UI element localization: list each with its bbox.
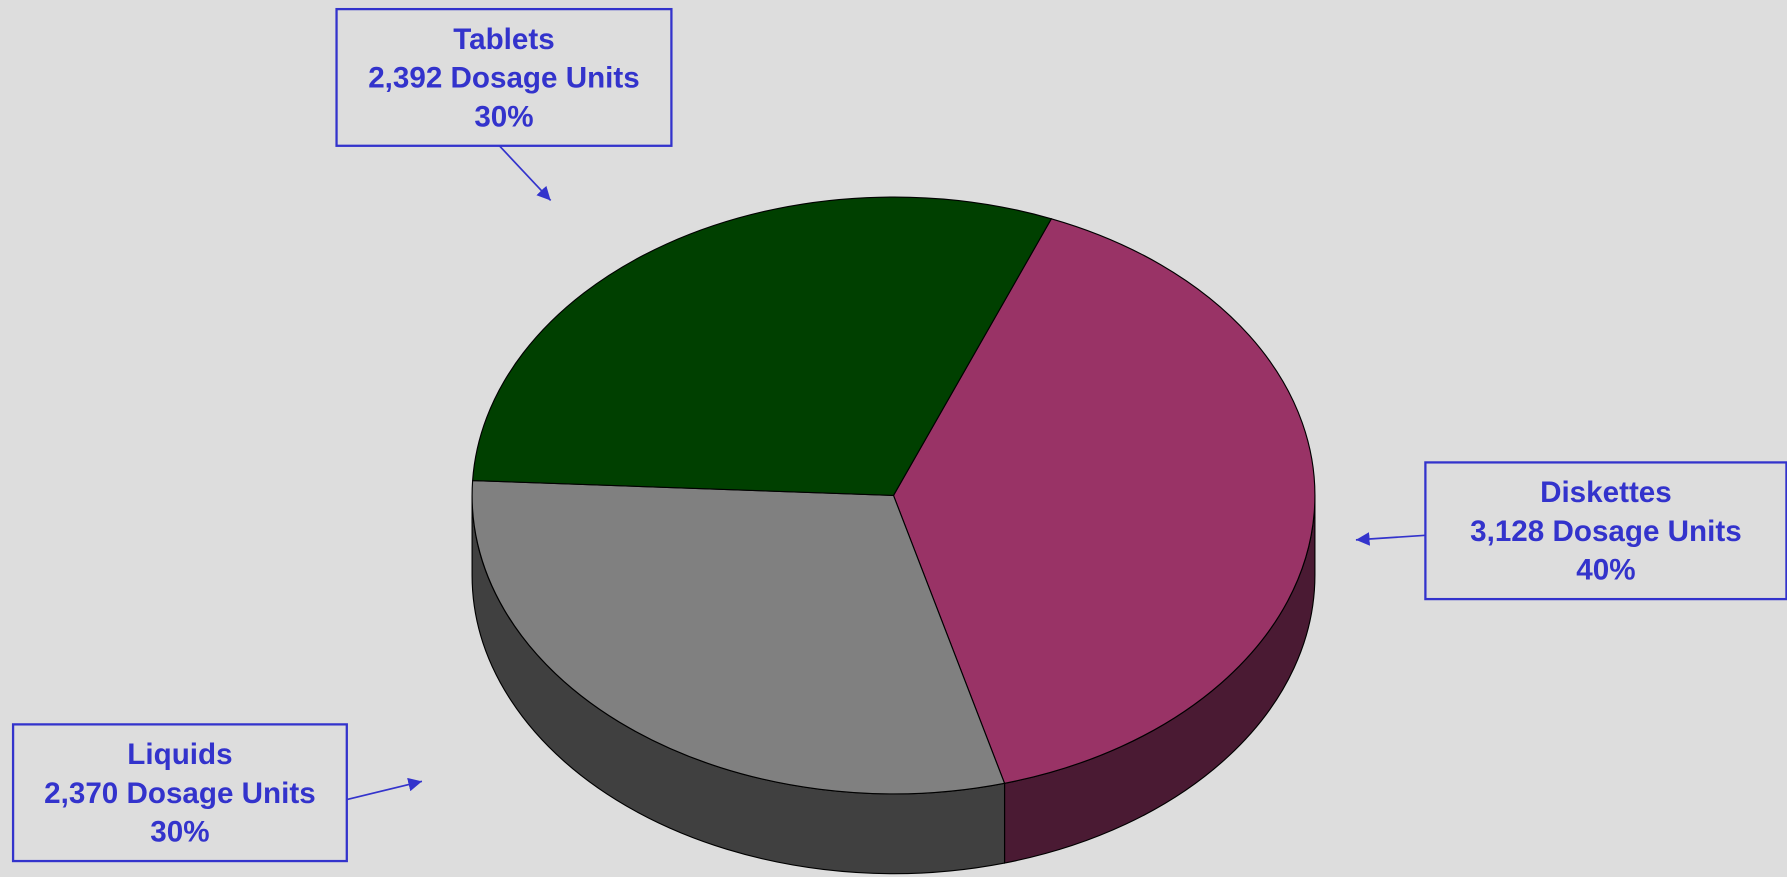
label-category: Tablets	[453, 23, 554, 56]
label-percent: 40%	[1576, 554, 1635, 587]
label-value: 2,370 Dosage Units	[44, 777, 316, 810]
label-box	[1424, 461, 1787, 601]
slice	[471, 196, 1053, 497]
label-percent: 30%	[474, 100, 533, 133]
label-arrow	[498, 145, 552, 202]
label-percent: 30%	[150, 816, 209, 849]
label-arrow	[346, 777, 423, 801]
label-box	[11, 723, 348, 863]
label-value: 2,392 Dosage Units	[368, 62, 640, 95]
label-arrow	[1355, 532, 1426, 546]
label-category: Diskettes	[1540, 476, 1672, 509]
label-box	[335, 7, 673, 147]
slice	[471, 479, 1006, 795]
slice	[892, 218, 1316, 784]
label-category: Liquids	[127, 738, 232, 771]
label-value: 3,128 Dosage Units	[1470, 515, 1742, 548]
